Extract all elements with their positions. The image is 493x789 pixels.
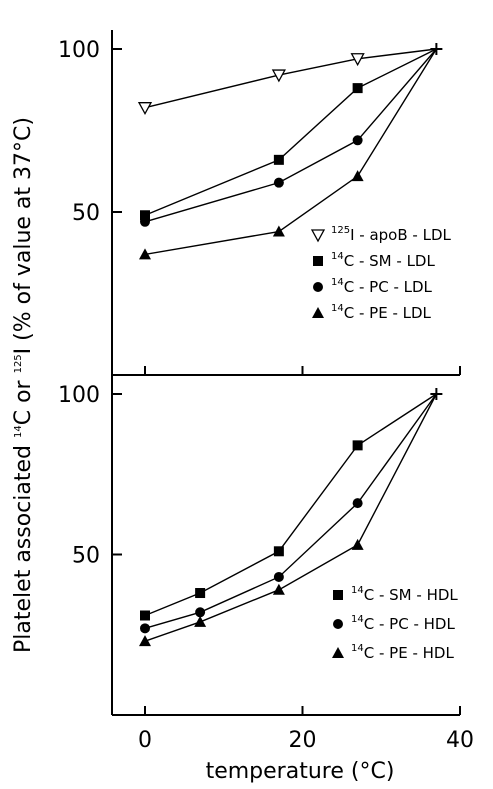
- y-axis-title-part2: C or: [11, 373, 36, 425]
- x-tick-label: 20: [289, 728, 317, 753]
- series-line-14C-PE-LDL: [144, 48, 437, 256]
- data-point-14C-SM-HDL: [273, 546, 284, 557]
- bottom-y-tick-label: 100: [58, 383, 100, 408]
- legend-superscript: 14: [331, 303, 344, 314]
- data-point-14C-PC-HDL: [352, 498, 363, 509]
- legend-superscript: 14: [331, 251, 344, 262]
- legend-marker-14C-PC-HDL: [333, 619, 343, 629]
- data-point-14C-PE-LDL: [351, 170, 364, 182]
- legend-label-14C-PE-HDL: 14C - PE - HDL: [351, 643, 454, 662]
- legend-label-14C-PC-HDL: 14C - PC - HDL: [351, 614, 455, 633]
- data-point-125I-apoB-LDL: [137, 102, 153, 116]
- legend-label-125I-apoB-LDL: 125I - apoB - LDL: [331, 225, 452, 244]
- legend-text: C - PE - HDL: [364, 644, 455, 662]
- legend-text: C - PC - LDL: [344, 278, 433, 296]
- y-axis-title-sup2: 125: [13, 354, 24, 373]
- legend-marker-14C-PE-HDL: [332, 647, 344, 658]
- legend-text: C - PC - HDL: [364, 615, 456, 633]
- legend-marker-14C-SM-LDL: [313, 256, 323, 266]
- data-point-14C-SM-LDL: [352, 83, 363, 94]
- data-point-14C-PC-HDL: [195, 607, 206, 618]
- legend-text: C - PE - LDL: [344, 304, 432, 322]
- data-point-125I-apoB-LDL: [271, 69, 286, 83]
- legend-text: C - SM - LDL: [344, 252, 436, 270]
- legend-superscript: 14: [351, 614, 364, 625]
- x-tick-label: 0: [138, 728, 152, 753]
- legend-text: I - apoB - LDL: [350, 226, 451, 244]
- data-point-14C-PE-HDL: [272, 583, 285, 595]
- data-point-14C-SM-HDL: [140, 610, 150, 621]
- legend-label-14C-SM-HDL: 14C - SM - HDL: [351, 585, 458, 604]
- y-axis-title-part3: I (% of value at 37°C): [11, 117, 36, 354]
- data-point-14C-PE-HDL: [351, 538, 364, 550]
- data-point-14C-PC-HDL: [273, 571, 284, 582]
- data-point-14C-PC-HDL: [140, 623, 150, 634]
- y-axis-title-sup1: 14: [13, 425, 24, 438]
- legend-marker-14C-SM-HDL: [333, 590, 343, 600]
- legend-label-14C-PC-LDL: 14C - PC - LDL: [331, 277, 433, 296]
- data-point-14C-PE-HDL: [194, 615, 207, 627]
- data-point-125I-apoB-LDL: [350, 53, 365, 67]
- data-point-14C-PE-LDL: [139, 248, 151, 260]
- data-point-14C-PC-LDL: [140, 216, 150, 227]
- legend-marker-14C-PE-LDL: [312, 307, 324, 318]
- legend-label-14C-PE-LDL: 14C - PE - LDL: [331, 303, 432, 322]
- legend-label-14C-SM-LDL: 14C - SM - LDL: [331, 251, 435, 270]
- top-endpoint-marker: [430, 43, 443, 55]
- series-line-14C-SM-LDL: [144, 48, 437, 216]
- y-axis-title-part1: Platelet associated: [11, 438, 36, 653]
- series-line-14C-PE-HDL: [144, 393, 437, 642]
- data-point-14C-SM-LDL: [140, 210, 150, 221]
- legend-marker-14C-PC-LDL: [313, 282, 323, 292]
- legend-superscript: 14: [351, 643, 364, 654]
- bottom-y-tick-label: 50: [72, 544, 100, 569]
- data-point-14C-SM-HDL: [352, 440, 363, 451]
- data-point-14C-PC-LDL: [273, 177, 284, 188]
- legend-superscript: 14: [351, 585, 364, 596]
- data-point-14C-PC-LDL: [352, 135, 363, 146]
- legend-superscript: 14: [331, 277, 344, 288]
- series-line-125I-apoB-LDL: [144, 48, 437, 109]
- x-tick-label: 40: [446, 728, 474, 753]
- data-point-14C-PE-HDL: [139, 635, 151, 647]
- data-point-14C-SM-HDL: [195, 588, 206, 599]
- y-axis-title: Platelet associated 14C or 125I (% of va…: [11, 117, 36, 653]
- data-point-14C-SM-LDL: [273, 154, 284, 165]
- legend-superscript: 125: [331, 225, 350, 236]
- top-y-tick-label: 100: [58, 38, 100, 63]
- x-axis-title: temperature (°C): [206, 759, 395, 784]
- top-y-tick-label: 50: [72, 201, 100, 226]
- legend-text: C - SM - HDL: [364, 586, 459, 604]
- bottom-endpoint-marker: [430, 388, 443, 400]
- data-point-14C-PE-LDL: [272, 225, 285, 237]
- legend-marker-125I-apoB-LDL: [310, 229, 326, 243]
- series-line-14C-PC-LDL: [144, 48, 437, 223]
